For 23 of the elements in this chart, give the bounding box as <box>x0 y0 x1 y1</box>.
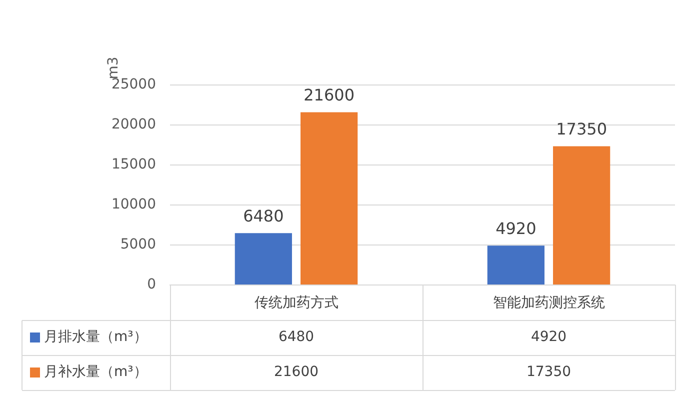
legend-label: 月排水量（m³） <box>44 329 148 346</box>
data-label: 6480 <box>243 206 284 226</box>
y-tick-label: 5000 <box>120 236 156 253</box>
bar <box>553 146 610 284</box>
y-tick-label: 20000 <box>111 116 156 133</box>
bar <box>487 246 544 284</box>
x-tick-label: 传统加药方式 <box>254 295 338 312</box>
data-label: 21600 <box>304 85 355 104</box>
bar <box>234 233 292 284</box>
text: 4920 <box>530 329 567 346</box>
y-axis-title: m3 <box>106 56 122 80</box>
data-label: 17350 <box>556 119 608 138</box>
text: 17350 <box>526 364 572 380</box>
legend-label: 月补水量（m³） <box>44 364 148 380</box>
y-tick-label: 10000 <box>111 196 156 213</box>
text: 21600 <box>274 364 319 380</box>
text: 6480 <box>278 329 314 346</box>
y-tick-label: 25000 <box>111 76 156 93</box>
x-tick-label: 智能加药测控系统 <box>492 295 605 312</box>
y-tick-label: 0 <box>147 276 156 293</box>
y-tick-label: 15000 <box>111 156 156 173</box>
data-label: 4920 <box>496 218 536 238</box>
bar <box>300 112 358 284</box>
